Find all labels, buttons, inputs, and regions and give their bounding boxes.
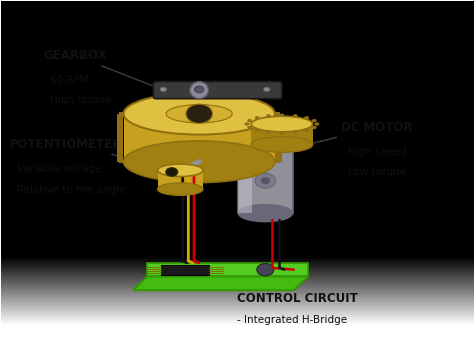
Circle shape bbox=[257, 264, 274, 276]
Bar bbox=[134, 118, 138, 165]
Text: - Relative to the angle: - Relative to the angle bbox=[10, 185, 126, 195]
Bar bbox=[215, 120, 219, 168]
Circle shape bbox=[194, 86, 204, 93]
Bar bbox=[238, 141, 292, 213]
Circle shape bbox=[280, 114, 284, 117]
Circle shape bbox=[293, 114, 298, 118]
Bar bbox=[134, 110, 138, 158]
Ellipse shape bbox=[124, 141, 275, 183]
Text: - High speed: - High speed bbox=[341, 147, 407, 157]
Circle shape bbox=[266, 130, 271, 134]
Text: GEARBOX: GEARBOX bbox=[43, 49, 176, 96]
Circle shape bbox=[304, 116, 309, 119]
Bar bbox=[238, 141, 252, 213]
Ellipse shape bbox=[124, 93, 275, 135]
Bar bbox=[157, 170, 203, 189]
Bar bbox=[260, 110, 264, 158]
Text: - High torque: - High torque bbox=[43, 96, 112, 106]
Circle shape bbox=[261, 177, 270, 184]
Bar bbox=[247, 119, 251, 166]
Ellipse shape bbox=[166, 105, 232, 123]
Ellipse shape bbox=[190, 82, 209, 99]
Bar bbox=[147, 119, 151, 166]
Bar bbox=[162, 108, 166, 156]
Circle shape bbox=[315, 122, 319, 126]
Bar bbox=[269, 117, 273, 164]
Circle shape bbox=[255, 129, 260, 132]
Circle shape bbox=[264, 87, 270, 92]
Circle shape bbox=[165, 168, 178, 176]
Ellipse shape bbox=[238, 132, 292, 150]
Circle shape bbox=[312, 119, 317, 122]
Bar bbox=[147, 109, 151, 157]
Ellipse shape bbox=[238, 205, 292, 222]
Ellipse shape bbox=[157, 164, 203, 176]
Bar bbox=[179, 120, 183, 168]
Bar bbox=[232, 108, 236, 156]
Circle shape bbox=[304, 129, 309, 132]
Circle shape bbox=[247, 119, 252, 122]
Circle shape bbox=[266, 114, 271, 118]
Circle shape bbox=[160, 87, 166, 92]
Text: - 60 RPM: - 60 RPM bbox=[43, 75, 89, 85]
Bar bbox=[124, 114, 275, 162]
Circle shape bbox=[186, 104, 212, 123]
Polygon shape bbox=[133, 277, 308, 290]
Bar bbox=[118, 112, 123, 160]
Bar bbox=[125, 117, 129, 164]
Text: - Low torque: - Low torque bbox=[341, 168, 406, 178]
Text: POTENTIOMETER: POTENTIOMETER bbox=[10, 138, 157, 165]
Text: - Variable voltage: - Variable voltage bbox=[10, 164, 102, 174]
Bar bbox=[117, 114, 121, 162]
Circle shape bbox=[255, 116, 260, 119]
Bar bbox=[125, 111, 129, 159]
Bar bbox=[215, 108, 219, 155]
Text: - Integrated H-Bridge: - Integrated H-Bridge bbox=[237, 315, 347, 325]
Ellipse shape bbox=[157, 183, 203, 195]
Bar bbox=[118, 115, 123, 163]
Polygon shape bbox=[147, 263, 308, 277]
Bar bbox=[247, 109, 251, 157]
Text: DC MOTOR: DC MOTOR bbox=[298, 121, 412, 148]
Bar bbox=[179, 108, 183, 155]
Bar bbox=[162, 119, 166, 167]
Circle shape bbox=[247, 126, 252, 129]
Circle shape bbox=[280, 131, 284, 135]
Polygon shape bbox=[161, 265, 209, 275]
Circle shape bbox=[255, 173, 276, 188]
Bar bbox=[260, 118, 264, 165]
Text: CONTROL CIRCUIT: CONTROL CIRCUIT bbox=[213, 275, 358, 305]
Ellipse shape bbox=[251, 116, 313, 132]
Ellipse shape bbox=[251, 137, 313, 152]
Circle shape bbox=[312, 126, 317, 129]
Bar bbox=[275, 115, 280, 163]
Bar bbox=[277, 114, 282, 162]
Bar bbox=[251, 124, 313, 144]
Bar bbox=[232, 119, 236, 167]
Circle shape bbox=[293, 130, 298, 134]
Bar bbox=[275, 112, 280, 160]
Circle shape bbox=[245, 122, 249, 126]
Bar bbox=[269, 111, 273, 159]
FancyBboxPatch shape bbox=[154, 82, 282, 99]
